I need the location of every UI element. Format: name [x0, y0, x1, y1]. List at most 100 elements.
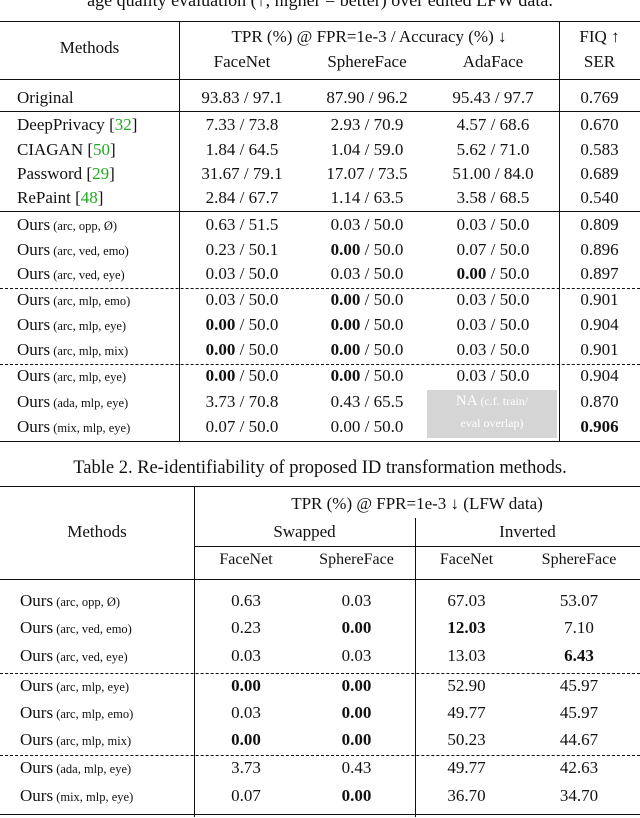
table1-cell: 0.904 [580, 366, 619, 385]
rule-line [0, 211, 640, 212]
citation-link[interactable]: 48 [80, 188, 98, 207]
table1-cell: 0.00 / 50.0 [330, 366, 404, 385]
table2-cell: 0.03 [231, 703, 261, 722]
method-name: Ours [20, 786, 54, 805]
method-name: Ours [17, 417, 51, 436]
table1-cell: 0.00 / 50.0 [205, 315, 279, 334]
method-name: Password [17, 164, 83, 183]
method-config: (arc, ved, emo) [53, 622, 132, 636]
table1-method-label: Ours (arc, ved, emo) [17, 240, 129, 261]
rule-line [0, 288, 640, 289]
table1-cell: 1.84 / 64.5 [205, 140, 279, 159]
table1-cell: 0.00 / 50.0 [205, 340, 279, 359]
table2-header-sphereface-3: SphereFace [541, 551, 617, 568]
table1-method-label: Ours (arc, mlp, emo) [17, 290, 130, 311]
method-config: (arc, mlp, emo) [53, 707, 134, 721]
rule-line [0, 364, 640, 365]
table1-cell: 0.809 [580, 215, 619, 234]
table2-header-swapped: Swapped [273, 522, 336, 541]
table2-cell: 50.23 [447, 730, 486, 749]
method-name: RePaint [17, 188, 71, 207]
table1-cell: 31.67 / 79.1 [201, 164, 283, 183]
table2-cell: 34.70 [559, 786, 599, 805]
method-config: (arc, opp, Ø) [53, 595, 121, 609]
table1-cell: 0.583 [580, 140, 619, 159]
table1-method-label: Ours (arc, opp, Ø) [17, 215, 117, 236]
rule-line [0, 673, 640, 674]
table1-cell: 0.689 [580, 164, 619, 183]
table1-cell: 0.906 [580, 417, 619, 436]
method-config: (mix, mlp, eye) [50, 421, 131, 435]
method-config: (arc, opp, Ø) [50, 219, 118, 233]
table1-cell: 0.03 / 50.0 [456, 315, 530, 334]
table1-method-label: DeepPrivacy [32] [17, 115, 138, 134]
table1-cell: 0.896 [580, 240, 619, 259]
table1-cell: 0.00 / 50.0 [205, 366, 279, 385]
table1-cell: 95.43 / 97.7 [452, 88, 534, 107]
table1-header-adaface: AdaFace [462, 52, 524, 71]
table2-header-facenet-2: FaceNet [439, 551, 494, 568]
table2-method-label: Ours (arc, opp, Ø) [20, 591, 120, 612]
table1-cell: 0.00 / 50.0 [456, 264, 530, 283]
table1-cell: 0.43 / 65.5 [330, 392, 404, 411]
table1-caption-fragment: age quality evaluation (↑, higher = bett… [87, 0, 553, 10]
citation-link[interactable]: 50 [93, 140, 111, 159]
method-config: (ada, mlp, eye) [50, 396, 129, 410]
method-name: Ours [17, 264, 51, 283]
table2-method-label: Ours (arc, ved, emo) [20, 618, 132, 639]
table1-cell: 0.03 / 50.0 [456, 215, 530, 234]
citation-link[interactable]: 32 [114, 115, 132, 134]
table2-method-label: Ours (arc, mlp, eye) [20, 676, 129, 697]
table2-cell: 0.03 [341, 646, 372, 665]
table1-cell: 0.03 / 50.0 [456, 290, 530, 309]
table1-cell: 0.63 / 51.5 [205, 215, 279, 234]
rule-line [0, 755, 640, 756]
table2-cell: 0.00 [231, 676, 261, 695]
method-name: CIAGAN [17, 140, 84, 159]
table2-cell: 6.43 [564, 646, 594, 665]
table1-method-label: Ours (arc, mlp, mix) [17, 340, 128, 361]
table2-method-label: Ours (mix, mlp, eye) [20, 786, 133, 807]
table2-cell: 0.23 [231, 618, 261, 637]
method-name: Ours [20, 730, 54, 749]
na-line-2: eval overlap) [460, 416, 524, 430]
table2-cell: 0.43 [341, 758, 372, 777]
rule-line [0, 814, 640, 815]
table1-header-group: TPR (%) @ FPR=1e-3 / Accuracy (%) ↓ [231, 27, 507, 46]
table2-cell: 53.07 [559, 591, 599, 610]
table2-cell: 0.03 [231, 646, 261, 665]
table1-cell: 0.03 / 50.0 [456, 366, 530, 385]
table2-header-sphereface-1: SphereFace [319, 551, 394, 568]
table2-cell: 52.90 [447, 676, 486, 695]
table1-cell: 5.62 / 71.0 [456, 140, 530, 159]
table2-method-label: Ours (arc, mlp, mix) [20, 730, 131, 751]
table1-cell: 0.00 / 50.0 [330, 417, 404, 436]
table2-header-group: TPR (%) @ FPR=1e-3 ↓ (LFW data) [291, 494, 543, 513]
table1-method-label: Password [29] [17, 164, 115, 183]
method-name: Ours [17, 315, 51, 334]
table2-cell: 0.00 [341, 786, 372, 805]
method-name: Ours [20, 676, 54, 695]
table1-header-facenet: FaceNet [213, 52, 271, 71]
na-line-1: NA (c.f. train/ [455, 393, 529, 409]
table1-cell: 0.00 / 50.0 [330, 315, 404, 334]
rule-line [0, 79, 640, 80]
table1-cell: 0.07 / 50.0 [205, 417, 279, 436]
table1-cell: 0.03 / 50.0 [330, 215, 404, 234]
table2-method-label: Ours (arc, ved, eye) [20, 646, 128, 667]
table2-cell: 45.97 [559, 703, 599, 722]
column-divider [415, 518, 416, 817]
table2-cell: 42.63 [559, 758, 599, 777]
table1-cell: 93.83 / 97.1 [201, 88, 283, 107]
table1-method-label: Ours (mix, mlp, eye) [17, 417, 130, 438]
citation-link[interactable]: 29 [92, 164, 110, 183]
table1-cell: 0.00 / 50.0 [330, 340, 404, 359]
column-divider [194, 487, 195, 817]
table1-header-methods: Methods [59, 38, 120, 57]
table1-method-label: Ours (ada, mlp, eye) [17, 392, 128, 413]
table1-method-label: RePaint [48] [17, 188, 104, 207]
method-config: (arc, mlp, mix) [53, 734, 132, 748]
rule-line [0, 441, 640, 442]
table1-cell: 3.73 / 70.8 [205, 392, 279, 411]
